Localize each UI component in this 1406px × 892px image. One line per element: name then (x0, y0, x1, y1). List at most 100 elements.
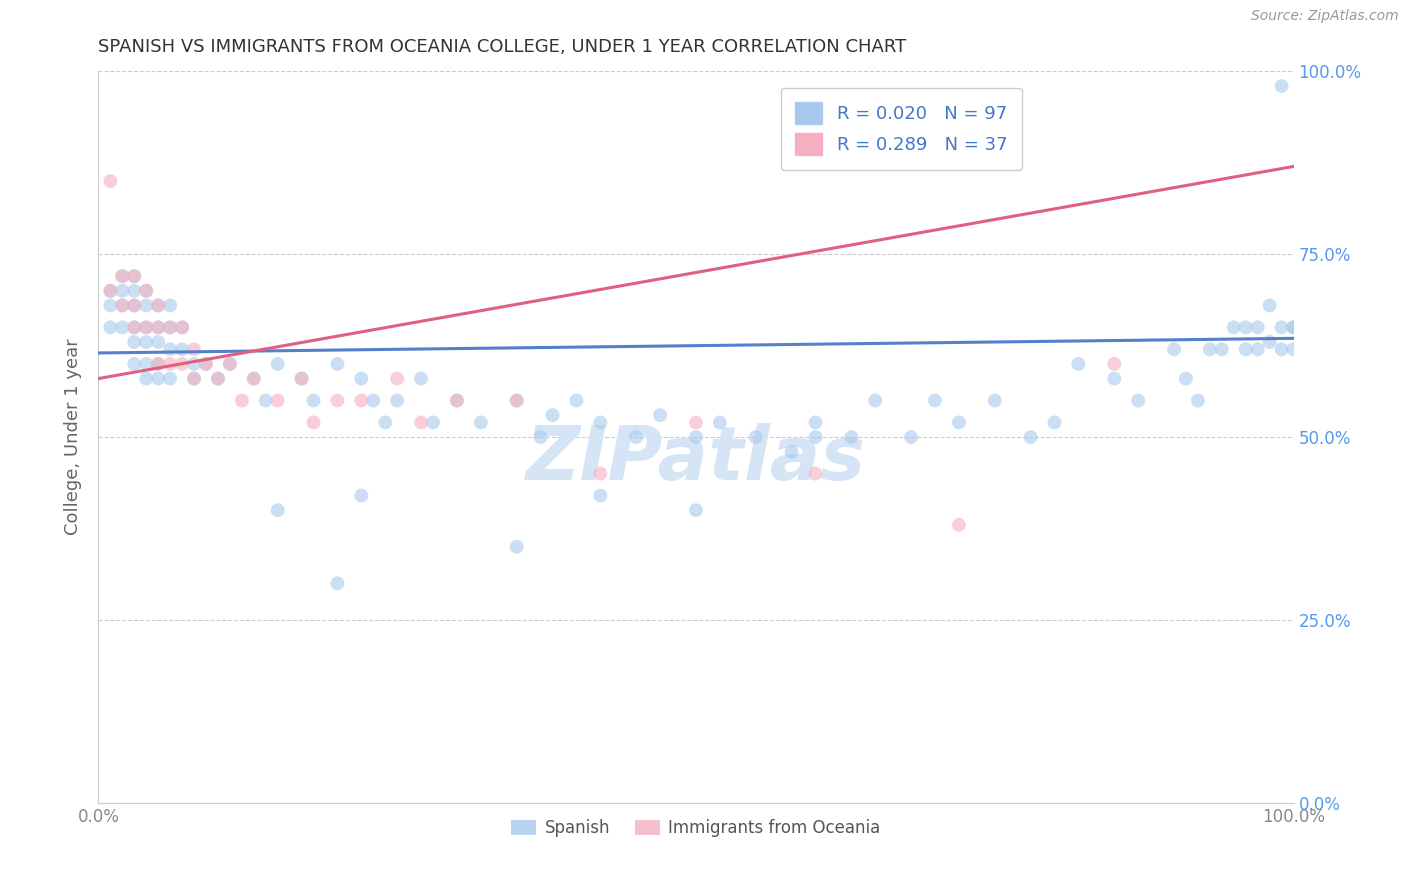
Point (183, 357, 205, 371)
Y-axis label: College, Under 1 year: College, Under 1 year (63, 339, 82, 535)
Point (124, 284, 146, 298)
Point (326, 576, 349, 591)
Point (948, 416, 970, 430)
Point (135, 371, 157, 385)
Point (589, 489, 612, 503)
Point (183, 343, 205, 357)
Point (1163, 343, 1185, 357)
Point (148, 320, 170, 334)
Point (135, 320, 157, 334)
Point (1128, 393, 1150, 408)
Point (589, 467, 612, 481)
Point (948, 517, 970, 532)
Point (1234, 343, 1257, 357)
Point (98, 174, 122, 188)
Point (1175, 371, 1198, 385)
Point (207, 371, 229, 385)
Point (1282, 343, 1305, 357)
Point (124, 298, 146, 312)
Point (135, 284, 157, 298)
Point (302, 416, 325, 430)
Point (148, 334, 170, 349)
Point (159, 320, 181, 334)
Point (267, 503, 290, 517)
Point (172, 320, 194, 334)
Point (446, 393, 468, 408)
Point (302, 393, 325, 408)
Point (219, 357, 242, 371)
Point (865, 393, 887, 408)
Point (124, 298, 146, 312)
Point (804, 416, 827, 430)
Point (745, 430, 768, 444)
Point (124, 320, 146, 334)
Point (411, 416, 433, 430)
Point (1271, 343, 1294, 357)
Point (291, 371, 314, 385)
Point (363, 393, 385, 408)
Point (350, 489, 373, 503)
Point (148, 357, 170, 371)
Legend: Spanish, Immigrants from Oceania: Spanish, Immigrants from Oceania (503, 811, 889, 846)
Point (98, 298, 122, 312)
Point (172, 357, 194, 371)
Point (1104, 371, 1126, 385)
Point (135, 320, 157, 334)
Point (135, 334, 157, 349)
Point (685, 430, 707, 444)
Point (1271, 320, 1294, 334)
Point (219, 357, 242, 371)
Point (1019, 430, 1042, 444)
Point (804, 467, 827, 481)
Point (291, 371, 314, 385)
Point (924, 393, 946, 408)
Point (709, 416, 731, 430)
Point (135, 357, 157, 371)
Point (243, 371, 266, 385)
Point (470, 416, 492, 430)
Point (124, 357, 146, 371)
Point (422, 416, 444, 430)
Point (506, 393, 529, 408)
Point (350, 371, 373, 385)
Point (124, 269, 146, 284)
Point (984, 393, 1007, 408)
Point (148, 298, 170, 312)
Point (1271, 78, 1294, 93)
Point (124, 334, 146, 349)
Point (111, 298, 134, 312)
Point (111, 298, 134, 312)
Point (1211, 343, 1233, 357)
Point (124, 269, 146, 284)
Point (183, 371, 205, 385)
Point (207, 371, 229, 385)
Point (385, 393, 409, 408)
Point (530, 430, 553, 444)
Point (111, 284, 134, 298)
Point (1282, 320, 1305, 334)
Point (841, 430, 863, 444)
Point (411, 371, 433, 385)
Point (1247, 343, 1270, 357)
Point (135, 284, 157, 298)
Point (159, 343, 181, 357)
Point (541, 408, 564, 422)
Point (98, 284, 122, 298)
Point (780, 444, 803, 458)
Point (148, 371, 170, 385)
Point (98, 284, 122, 298)
Point (111, 269, 134, 284)
Point (98, 320, 122, 334)
Text: Source: ZipAtlas.com: Source: ZipAtlas.com (1251, 9, 1399, 23)
Point (374, 416, 396, 430)
Point (159, 371, 181, 385)
Point (1282, 320, 1305, 334)
Point (159, 320, 181, 334)
Point (254, 393, 277, 408)
Point (1187, 393, 1209, 408)
Point (124, 320, 146, 334)
Text: SPANISH VS IMMIGRANTS FROM OCEANIA COLLEGE, UNDER 1 YEAR CORRELATION CHART: SPANISH VS IMMIGRANTS FROM OCEANIA COLLE… (98, 38, 907, 56)
Point (1258, 334, 1281, 349)
Point (1247, 320, 1270, 334)
Point (326, 357, 349, 371)
